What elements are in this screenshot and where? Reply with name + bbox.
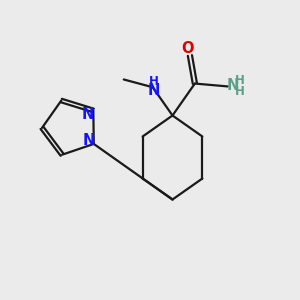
Text: H: H	[149, 75, 159, 88]
Text: N: N	[148, 83, 161, 98]
Text: N: N	[82, 107, 94, 122]
Text: N: N	[227, 78, 239, 93]
Text: O: O	[181, 41, 194, 56]
Text: H: H	[235, 85, 245, 98]
Text: H: H	[235, 74, 245, 87]
Text: N: N	[82, 133, 94, 148]
